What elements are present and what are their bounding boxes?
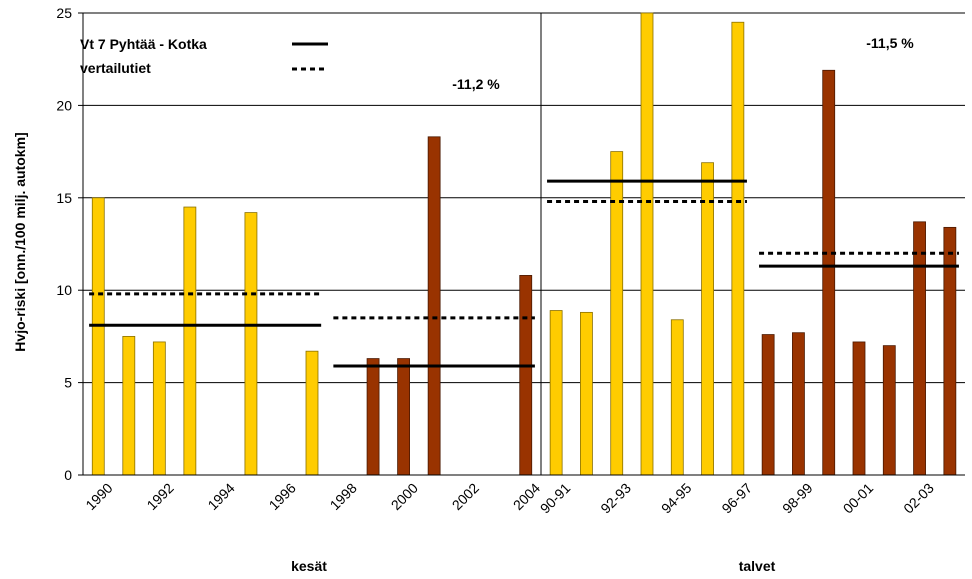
bar-1991 — [122, 335, 136, 476]
grid-lines — [83, 12, 965, 384]
x-tick-label: 2002 — [449, 480, 482, 513]
bars — [91, 12, 957, 476]
x-tick-label: 90-91 — [537, 480, 574, 517]
bar-2000 — [397, 358, 411, 476]
bar-1995 — [244, 212, 258, 476]
bar-1999 — [366, 358, 380, 476]
bar-99-00 — [822, 69, 836, 476]
bar-1997 — [305, 350, 319, 476]
bar-91-92 — [580, 311, 593, 476]
bar-1993 — [183, 206, 197, 476]
bar-95-96 — [701, 162, 714, 476]
x-tick-label: 1992 — [143, 480, 176, 513]
x-tick-label: 96-97 — [718, 480, 755, 517]
bar-98-99 — [792, 332, 805, 476]
bar-00-01 — [852, 341, 866, 476]
bar-03-04 — [943, 226, 957, 476]
bar-01-02 — [882, 345, 896, 476]
bar-02-03 — [913, 221, 926, 476]
legend-label-reference-roads: vertailutiet — [80, 60, 151, 76]
x-tick-label: 1998 — [327, 480, 360, 513]
y-axis-label: Hvjo-riski [onn./100 milj. autokm] — [12, 132, 28, 351]
bar-96-97 — [731, 21, 745, 476]
legend-label-main-road: Vt 7 Pyhtää - Kotka — [80, 36, 207, 52]
bar-1992 — [152, 341, 166, 476]
y-tick-label: 0 — [64, 467, 72, 483]
x-tick-label: 2004 — [510, 480, 543, 513]
bar-94-95 — [670, 319, 684, 476]
group-label-summers: kesät — [291, 558, 327, 574]
bar-1990 — [91, 197, 105, 476]
bar-93-94 — [640, 12, 654, 476]
x-tick-label: 98-99 — [779, 480, 816, 517]
y-tick-label: 5 — [64, 375, 72, 391]
x-tick-label: 1990 — [82, 480, 115, 513]
y-tick-label: 10 — [56, 282, 72, 298]
group-label-winters: talvet — [739, 558, 776, 574]
bar-90-91 — [549, 310, 563, 476]
x-tick-label: 02-03 — [900, 480, 937, 517]
legend: Vt 7 Pyhtää - Kotka vertailutiet — [80, 36, 328, 76]
x-tick-label: 2000 — [388, 480, 421, 513]
y-tick-label: 25 — [56, 5, 72, 21]
x-tick-label: 94-95 — [658, 480, 695, 517]
bar-97-98 — [761, 334, 775, 476]
y-tick-label: 15 — [56, 190, 72, 206]
x-tick-label: 92-93 — [597, 480, 634, 517]
x-tick-label: 1996 — [266, 480, 299, 513]
bar-2004 — [519, 275, 533, 476]
y-tick-label: 20 — [56, 97, 72, 113]
x-tick-label: 1994 — [204, 480, 237, 513]
change-label-summers: -11,2 % — [452, 76, 500, 92]
x-tick-label: 00-01 — [840, 480, 877, 517]
average-lines — [89, 179, 959, 368]
bar-2001 — [427, 136, 441, 476]
change-label-winters: -11,5 % — [866, 35, 914, 51]
axes — [78, 12, 965, 476]
